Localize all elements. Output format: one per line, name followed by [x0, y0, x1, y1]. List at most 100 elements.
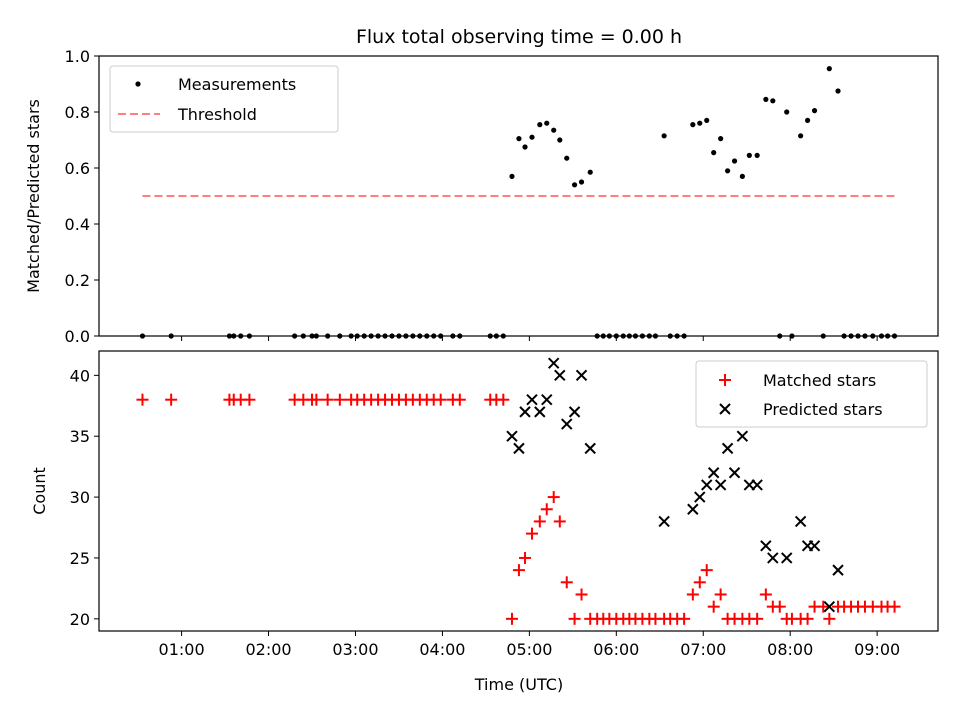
x-tick-label: 05:00: [506, 640, 552, 659]
predicted-stars-point: [823, 600, 836, 613]
measurements-point: [557, 137, 563, 143]
legend-label-measurements: Measurements: [178, 75, 296, 94]
matched-stars-point: [165, 393, 178, 406]
matched-stars-point: [453, 393, 466, 406]
bottom-plot-frame: [98, 350, 939, 632]
predicted-stars-point: [561, 418, 573, 430]
measurements-point: [661, 133, 667, 139]
matched-stars-point: [759, 588, 772, 601]
x-axis-label: Time (UTC): [474, 675, 563, 694]
predicted-stars-point: [575, 369, 588, 382]
matched-stars-point: [751, 612, 764, 625]
x-tick-label: 04:00: [419, 640, 465, 659]
x-tick-label: 09:00: [854, 640, 900, 659]
x-tick-label: 01:00: [159, 640, 205, 659]
legend-label-predicted-stars: Predicted stars: [763, 400, 883, 419]
measurements-point: [739, 173, 745, 179]
predicted-stars-point: [728, 467, 741, 479]
predicted-stars-point: [548, 357, 560, 369]
matched-stars-point: [560, 576, 573, 589]
matched-stars-point: [497, 393, 510, 406]
measurements-point: [571, 182, 578, 188]
measurements-point: [578, 179, 585, 185]
predicted-stars-point: [658, 515, 670, 528]
measurements-point: [835, 88, 841, 94]
measurements-point: [537, 122, 543, 128]
predicted-stars-point: [808, 540, 821, 552]
y-tick-label: 30: [70, 488, 90, 507]
bottom-x-ticks: 01:00 02:00 03:00 04:00 05:00 06:00 07:00 08:00…: [159, 631, 900, 659]
matched-stars-point: [693, 576, 706, 589]
matched-stars-point: [333, 393, 346, 406]
y-tick-label: 0.8: [65, 103, 90, 122]
measurements-point: [718, 136, 724, 142]
matched-stars-point: [773, 600, 786, 613]
predicted-stars-point: [721, 442, 734, 455]
bottom-y-ticks: 20 25 30 35 40: [70, 366, 99, 629]
legend-marker-predicted-stars: [719, 403, 731, 415]
measurements-point: [690, 122, 696, 128]
x-tick-label: 03:00: [332, 640, 378, 659]
predicted-stars-point: [687, 503, 699, 515]
predicted-stars-point: [736, 430, 749, 442]
predicted-stars-point: [513, 442, 525, 455]
matched-stars-point: [707, 600, 720, 613]
matched-stars-point: [714, 588, 727, 601]
measurements-point: [731, 158, 738, 164]
legend-label-threshold: Threshold: [177, 105, 257, 124]
top-plot-frame: [98, 55, 939, 337]
y-tick-label: 35: [70, 427, 90, 446]
matched-stars-point: [533, 515, 546, 528]
matched-stars-point: [817, 600, 830, 613]
bottom-series: [136, 357, 901, 625]
measurements-point: [746, 152, 752, 158]
legend-label-matched-stars: Matched stars: [763, 371, 876, 390]
measurements-point: [711, 150, 717, 156]
measurements-point: [763, 96, 769, 102]
matched-stars-point: [434, 393, 447, 406]
measurements-point: [551, 127, 557, 133]
chart-title: Flux total observing time = 0.00 h: [356, 26, 682, 48]
predicted-stars-point: [794, 515, 807, 528]
y-tick-label: 0.2: [65, 271, 90, 290]
matched-stars-point: [888, 600, 901, 613]
measurements-point: [587, 169, 593, 175]
measurements-point: [826, 66, 832, 72]
bottom-legend-box: [695, 360, 928, 428]
predicted-stars-point: [568, 406, 581, 418]
matched-stars-point: [243, 393, 256, 406]
x-tick-label: 08:00: [767, 640, 813, 659]
measurements-point: [704, 117, 710, 123]
legend-marker-measurements: [135, 81, 141, 87]
measurements-point: [798, 133, 804, 139]
predicted-stars-point: [714, 479, 727, 491]
measurements-point: [522, 144, 528, 150]
x-tick-label: 02:00: [245, 640, 291, 659]
measurements-point: [804, 117, 811, 123]
predicted-stars-point: [751, 479, 763, 491]
measurements-point: [544, 120, 550, 126]
predicted-stars-point: [506, 430, 518, 442]
measurements-point: [770, 98, 776, 104]
measurements-point: [697, 120, 703, 126]
predicted-stars-point: [519, 406, 531, 418]
predicted-stars-point: [781, 552, 793, 564]
y-tick-label: 20: [70, 610, 90, 629]
matched-stars-point: [553, 515, 566, 528]
y-tick-label: 40: [70, 366, 90, 385]
predicted-stars-point: [832, 564, 844, 576]
predicted-stars-point: [526, 393, 538, 406]
matched-stars-point: [136, 393, 149, 406]
matched-stars-point: [512, 564, 525, 577]
matched-stars-point: [686, 588, 699, 601]
y-tick-label: 25: [70, 549, 90, 568]
matched-stars-point: [310, 393, 323, 406]
measurements-point: [509, 173, 515, 179]
measurements-point: [724, 168, 731, 174]
y-tick-label: 0.6: [65, 159, 90, 178]
measurements-point: [784, 109, 790, 115]
measurements-point: [564, 155, 570, 161]
predicted-stars-point: [694, 491, 706, 503]
predicted-stars-point: [541, 393, 553, 406]
matched-stars-point: [519, 551, 532, 564]
